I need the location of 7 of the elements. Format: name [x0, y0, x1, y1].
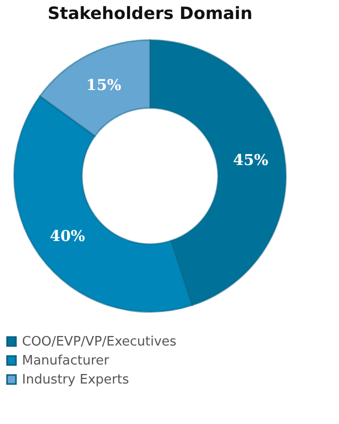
data-label: 15%	[86, 76, 122, 94]
legend-label: Manufacturer	[22, 354, 110, 368]
legend-label: COO/EVP/VP/Executives	[22, 334, 177, 350]
data-label: 40%	[50, 226, 86, 245]
data-label: 45%	[233, 151, 268, 170]
chart-title: Stakeholders Domain	[48, 4, 252, 24]
legend-label: Industry Experts	[22, 372, 130, 388]
